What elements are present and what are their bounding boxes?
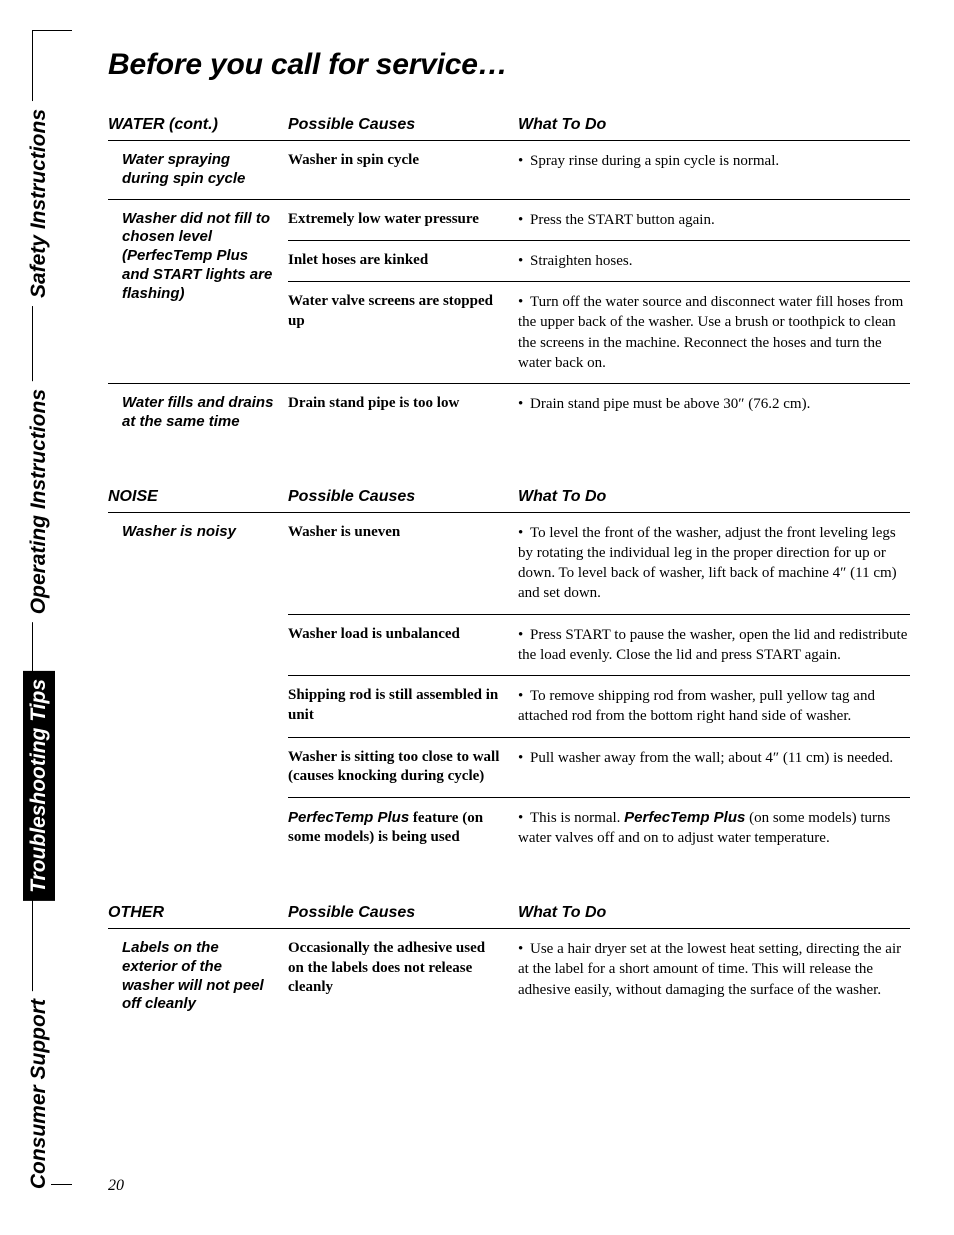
cause-cell: Washer is sitting too close to wall (cau… [288,737,518,797]
cause-cell: Occasionally the adhesive used on the la… [288,929,518,1025]
remedy-cell: •To level the front of the washer, adjus… [518,512,910,614]
remedy-cell: •This is normal. PerfecTemp Plus (on som… [518,797,910,858]
side-tab-operating: Operating Instructions [27,381,51,622]
section-title: NOISE [108,482,288,513]
col-todo: What To Do [518,482,910,513]
page-title: Before you call for service… [108,48,910,82]
section-title: OTHER [108,898,288,929]
section-title: WATER (cont.) [108,110,288,141]
trouble-table: NOISEPossible CausesWhat To DoWasher is … [108,482,910,859]
table-row: Water fills and drains at the same timeD… [108,384,910,442]
cause-cell: Washer is uneven [288,512,518,614]
problem-cell: Washer did not fill to chosen level (Per… [108,199,288,384]
cause-cell: Shipping rod is still assembled in unit [288,676,518,738]
cause-cell: Drain stand pipe is too low [288,384,518,442]
table-row: Labels on the exterior of the washer wil… [108,929,910,1025]
remedy-cell: •Spray rinse during a spin cycle is norm… [518,141,910,200]
cause-cell: Washer in spin cycle [288,141,518,200]
table-row: Washer is noisyWasher is uneven•To level… [108,512,910,614]
problem-cell: Washer is noisy [108,512,288,858]
cause-cell: Washer load is unbalanced [288,614,518,676]
problem-cell: Labels on the exterior of the washer wil… [108,929,288,1025]
col-todo: What To Do [518,898,910,929]
trouble-table: WATER (cont.)Possible CausesWhat To DoWa… [108,110,910,442]
remedy-cell: •To remove shipping rod from washer, pul… [518,676,910,738]
troubleshooting-tables: WATER (cont.)Possible CausesWhat To DoWa… [108,110,910,1024]
table-row: Washer did not fill to chosen level (Per… [108,199,910,240]
remedy-cell: •Press the START button again. [518,199,910,240]
table-row: Water spraying during spin cycleWasher i… [108,141,910,200]
side-tab-safety: Safety Instructions [27,101,51,306]
page-number: 20 [108,1177,124,1195]
cause-cell: Inlet hoses are kinked [288,240,518,281]
col-causes: Possible Causes [288,110,518,141]
col-causes: Possible Causes [288,482,518,513]
problem-cell: Water spraying during spin cycle [108,141,288,200]
cause-cell: Water valve screens are stopped up [288,282,518,384]
remedy-cell: •Pull washer away from the wall; about 4… [518,737,910,797]
remedy-cell: •Use a hair dryer set at the lowest heat… [518,929,910,1025]
remedy-cell: •Turn off the water source and disconnec… [518,282,910,384]
problem-cell: Water fills and drains at the same time [108,384,288,442]
cause-cell: Extremely low water pressure [288,199,518,240]
cause-cell: PerfecTemp Plus feature (on some models)… [288,797,518,858]
remedy-cell: •Drain stand pipe must be above 30″ (76.… [518,384,910,442]
col-causes: Possible Causes [288,898,518,929]
side-tab-troubleshooting: Troubleshooting Tips [23,671,55,901]
col-todo: What To Do [518,110,910,141]
page-body: Before you call for service… WATER (cont… [108,48,910,1064]
side-rail: Safety Instructions Operating Instructio… [32,30,72,1185]
remedy-cell: •Straighten hoses. [518,240,910,281]
side-tab-support: Consumer Support [27,991,51,1197]
remedy-cell: •Press START to pause the washer, open t… [518,614,910,676]
trouble-table: OTHERPossible CausesWhat To Do Labels on … [108,898,910,1024]
